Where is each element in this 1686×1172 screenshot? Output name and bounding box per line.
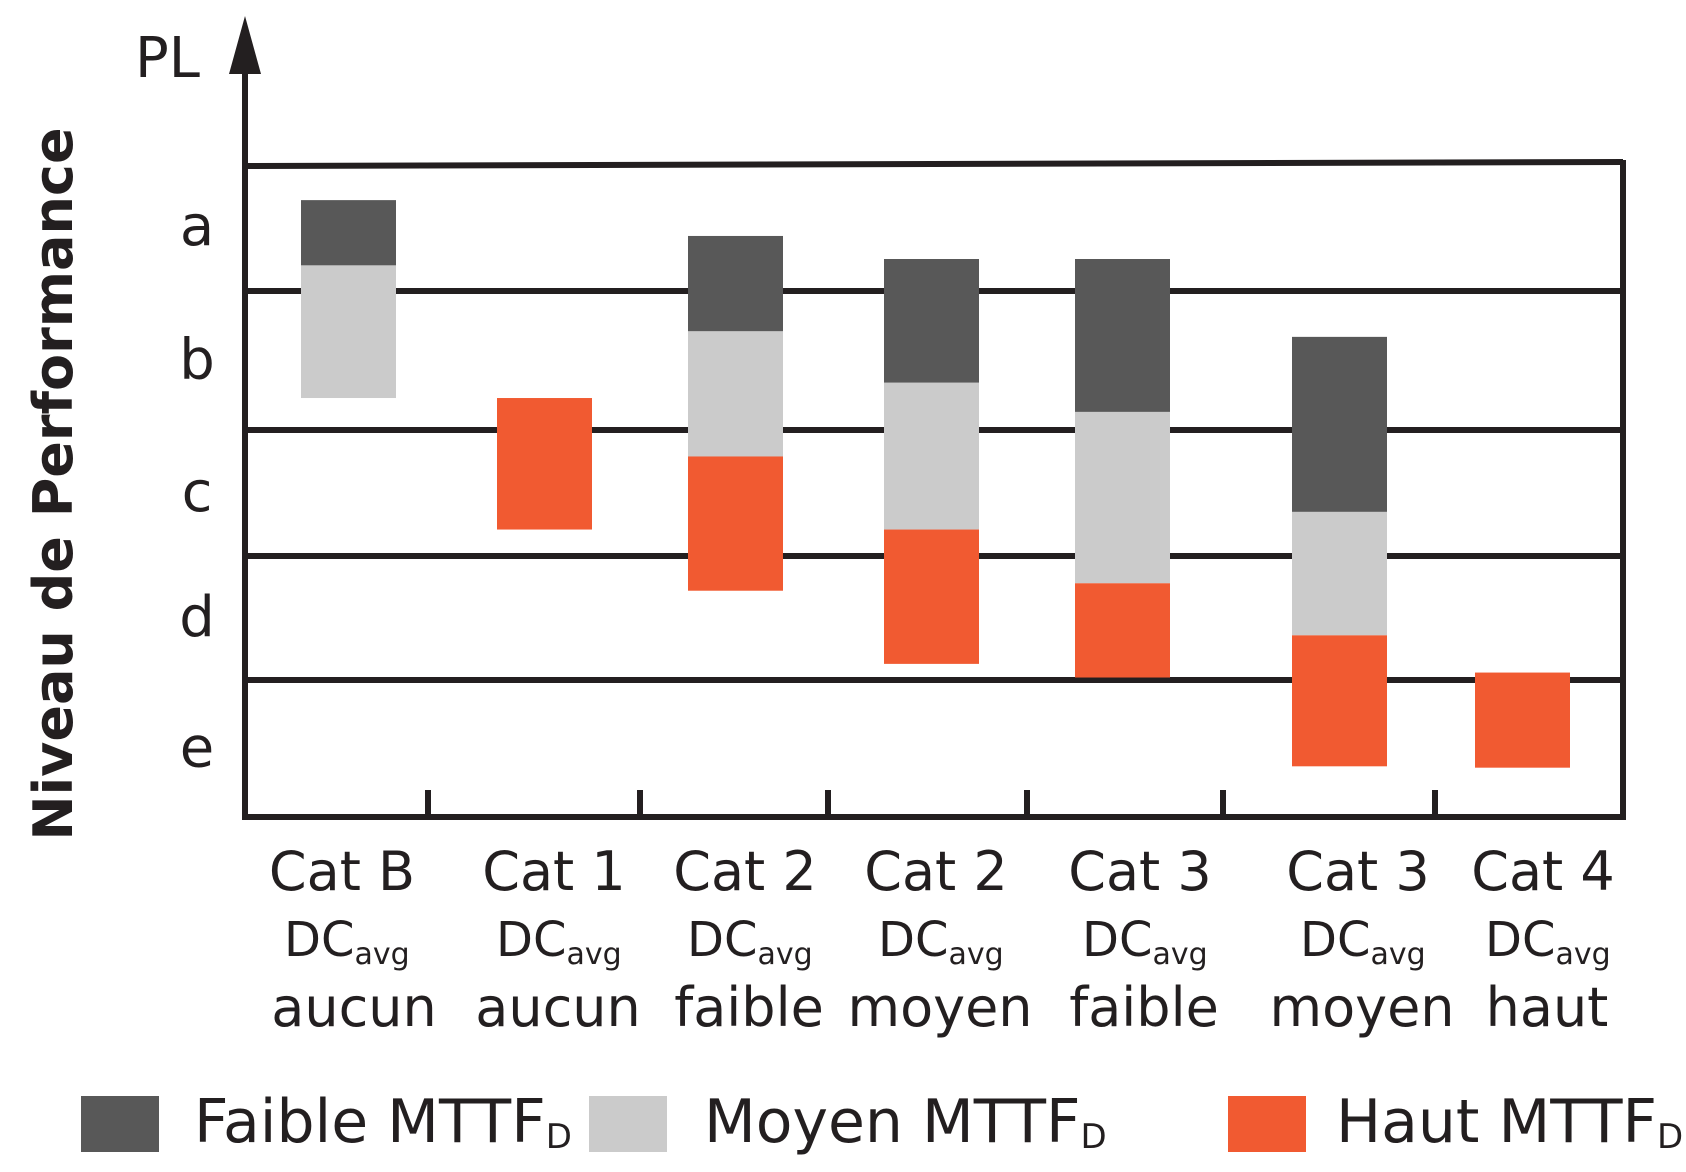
category-name: Cat 4 — [1471, 840, 1615, 903]
dc-level: faible — [1069, 976, 1219, 1039]
legend-label: Haut MTTFD — [1336, 1087, 1683, 1157]
bar-segment-haut-3 — [884, 529, 979, 664]
bar-segment-faible-3 — [884, 259, 979, 383]
dc-text: DC — [687, 912, 757, 968]
dc-label: DCavg — [1485, 912, 1611, 972]
dc-subscript: avg — [1152, 937, 1207, 972]
dc-level: moyen — [847, 976, 1032, 1039]
bar-segment-moyen-5 — [1292, 511, 1387, 636]
dc-level: aucun — [475, 976, 640, 1039]
legend-swatch — [589, 1096, 667, 1152]
legend-item: Faible MTTFD — [81, 1087, 572, 1157]
level-label-a: a — [180, 194, 214, 259]
legend-swatch — [1228, 1096, 1306, 1152]
category-name: Cat 2 — [673, 840, 817, 903]
bar-segment-haut-4 — [1075, 583, 1170, 678]
bar-segment-haut-1 — [497, 398, 592, 530]
bar-segment-faible-0 — [301, 200, 396, 266]
y-axis-arrow-icon — [229, 16, 261, 74]
dc-text: DC — [878, 912, 948, 968]
legend-item: Haut MTTFD — [1228, 1087, 1683, 1157]
bar-segment-haut-5 — [1292, 635, 1387, 767]
category-name: Cat 3 — [1286, 840, 1430, 903]
y-axis-label: Niveau de Performance — [22, 127, 85, 840]
category-name: Cat B — [269, 840, 415, 903]
dc-subscript: avg — [1370, 937, 1425, 972]
level-label-c: c — [182, 460, 213, 525]
dc-label: DCavg — [878, 912, 1004, 972]
dc-label: DCavg — [687, 912, 813, 972]
plot-frame — [229, 16, 1626, 820]
level-label-e: e — [180, 716, 214, 781]
dc-label: DCavg — [1082, 912, 1208, 972]
category-name: Cat 1 — [482, 840, 626, 903]
bar-segment-haut-6 — [1475, 672, 1570, 768]
box-top-line — [244, 159, 1624, 169]
legend-swatch — [81, 1096, 159, 1152]
bar-segment-faible-4 — [1075, 259, 1170, 412]
dc-subscript: avg — [354, 937, 409, 972]
bar-segment-faible-2 — [688, 235, 783, 332]
dc-level: moyen — [1269, 976, 1454, 1039]
bar-segment-moyen-4 — [1075, 411, 1170, 584]
dc-subscript: avg — [757, 937, 812, 972]
dc-subscript: avg — [566, 937, 621, 972]
dc-label: DCavg — [496, 912, 622, 972]
legend-item: Moyen MTTFD — [589, 1087, 1107, 1157]
dc-level: haut — [1486, 976, 1609, 1039]
dc-label: DCavg — [1300, 912, 1426, 972]
bar-segment-moyen-2 — [688, 331, 783, 457]
dc-text: DC — [284, 912, 354, 968]
legend-label: Moyen MTTFD — [704, 1087, 1107, 1157]
y-axis-title: PL — [135, 26, 200, 91]
dc-text: DC — [1485, 912, 1555, 968]
bar-segment-moyen-3 — [884, 382, 979, 530]
bar-segment-moyen-0 — [301, 265, 396, 399]
dc-text: DC — [1082, 912, 1152, 968]
level-label-d: d — [179, 585, 215, 650]
dc-level: faible — [674, 976, 824, 1039]
dc-label: DCavg — [284, 912, 410, 972]
dc-subscript: avg — [948, 937, 1003, 972]
dc-subscript: avg — [1555, 937, 1610, 972]
bar-segment-haut-2 — [688, 456, 783, 591]
dc-level: aucun — [271, 976, 436, 1039]
dc-text: DC — [496, 912, 566, 968]
dc-text: DC — [1300, 912, 1370, 968]
legend-label: Faible MTTFD — [194, 1087, 572, 1157]
category-name: Cat 3 — [1068, 840, 1212, 903]
level-label-b: b — [179, 328, 215, 393]
bar-segment-faible-5 — [1292, 336, 1387, 512]
category-name: Cat 2 — [864, 840, 1008, 903]
